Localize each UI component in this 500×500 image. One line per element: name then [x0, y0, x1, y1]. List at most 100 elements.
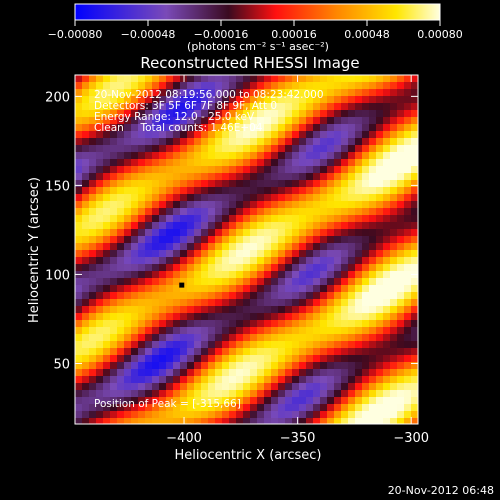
heatmap-cell — [215, 362, 223, 370]
heatmap-cell — [404, 264, 412, 272]
y-tick-label-2: 150 — [45, 179, 70, 194]
heatmap-cell — [187, 103, 195, 111]
heatmap-cell — [96, 222, 104, 230]
heatmap-cell — [89, 173, 97, 181]
heatmap-cell — [215, 117, 223, 125]
heatmap-cell — [215, 334, 223, 342]
heatmap-cell — [229, 194, 237, 202]
heatmap-cell — [313, 110, 321, 118]
heatmap-cell — [264, 257, 272, 265]
heatmap-cell — [299, 103, 307, 111]
heatmap-cell — [145, 306, 153, 314]
heatmap-cell — [390, 397, 398, 405]
heatmap-cell — [131, 327, 139, 335]
heatmap-cell — [292, 236, 300, 244]
heatmap-cell — [292, 222, 300, 230]
heatmap-cell — [292, 152, 300, 160]
heatmap-cell — [208, 285, 216, 293]
heatmap-cell — [103, 327, 111, 335]
heatmap-cell — [124, 138, 132, 146]
heatmap-cell — [96, 201, 104, 209]
heatmap-cell — [376, 173, 384, 181]
heatmap-cell — [82, 89, 90, 97]
heatmap-cell — [327, 152, 335, 160]
heatmap-cell — [397, 264, 405, 272]
heatmap-cell — [369, 376, 377, 384]
heatmap-cell — [215, 397, 223, 405]
heatmap-cell — [229, 313, 237, 321]
heatmap-cell — [145, 292, 153, 300]
heatmap-cell — [299, 397, 307, 405]
heatmap-cell — [89, 145, 97, 153]
heatmap-cell — [334, 278, 342, 286]
heatmap-cell — [159, 404, 167, 412]
heatmap-cell — [110, 390, 118, 398]
heatmap-cell — [75, 320, 83, 328]
heatmap-cell — [138, 285, 146, 293]
heatmap-cell — [278, 208, 286, 216]
heatmap-cell — [82, 271, 90, 279]
heatmap-cell — [383, 369, 391, 377]
heatmap-cell — [236, 215, 244, 223]
heatmap-cell — [117, 271, 125, 279]
heatmap-cell — [397, 250, 405, 258]
heatmap-cell — [82, 313, 90, 321]
heatmap-cell — [306, 75, 314, 83]
heatmap-cell — [250, 327, 258, 335]
x-tick-label-1: −350 — [280, 431, 316, 446]
heatmap-cell — [131, 404, 139, 412]
heatmap-cell — [404, 152, 412, 160]
heatmap-cell — [264, 369, 272, 377]
heatmap-cell — [320, 82, 328, 90]
heatmap-cell — [257, 355, 265, 363]
heatmap-cell — [383, 397, 391, 405]
heatmap-cell — [159, 145, 167, 153]
heatmap-cell — [152, 278, 160, 286]
heatmap-cell — [138, 397, 146, 405]
heatmap-cell — [313, 404, 321, 412]
heatmap-cell — [334, 397, 342, 405]
heatmap-cell — [96, 236, 104, 244]
heatmap-cell — [271, 152, 279, 160]
heatmap-cell — [208, 159, 216, 167]
heatmap-cell — [131, 166, 139, 174]
heatmap-cell — [264, 250, 272, 258]
heatmap-cell — [362, 285, 370, 293]
heatmap-cell — [152, 75, 160, 83]
heatmap-cell — [159, 383, 167, 391]
heatmap-cell — [334, 369, 342, 377]
heatmap-cell — [397, 320, 405, 328]
heatmap-cell — [271, 390, 279, 398]
heatmap-cell — [180, 320, 188, 328]
heatmap-cell — [124, 110, 132, 118]
heatmap-cell — [278, 369, 286, 377]
heatmap-cell — [313, 145, 321, 153]
heatmap-cell — [236, 166, 244, 174]
heatmap-cell — [383, 75, 391, 83]
heatmap-cell — [208, 194, 216, 202]
heatmap-cell — [201, 404, 209, 412]
heatmap-cell — [341, 418, 349, 424]
heatmap-cell — [404, 145, 412, 153]
heatmap-cell — [229, 264, 237, 272]
heatmap-cell — [299, 271, 307, 279]
heatmap-cell — [257, 229, 265, 237]
heatmap-cell — [82, 222, 90, 230]
heatmap-cell — [327, 159, 335, 167]
heatmap-cell — [348, 369, 356, 377]
heatmap-cell — [306, 187, 314, 195]
heatmap-cell — [271, 348, 279, 356]
heatmap-cell — [278, 306, 286, 314]
heatmap-cell — [96, 362, 104, 370]
heatmap-cell — [341, 383, 349, 391]
heatmap-cell — [124, 96, 132, 104]
heatmap-cell — [257, 390, 265, 398]
heatmap-cell — [313, 201, 321, 209]
heatmap-cell — [138, 201, 146, 209]
heatmap-cell — [411, 397, 418, 405]
heatmap-cell — [390, 355, 398, 363]
heatmap-cell — [369, 229, 377, 237]
heatmap-cell — [327, 96, 335, 104]
heatmap-cell — [257, 278, 265, 286]
